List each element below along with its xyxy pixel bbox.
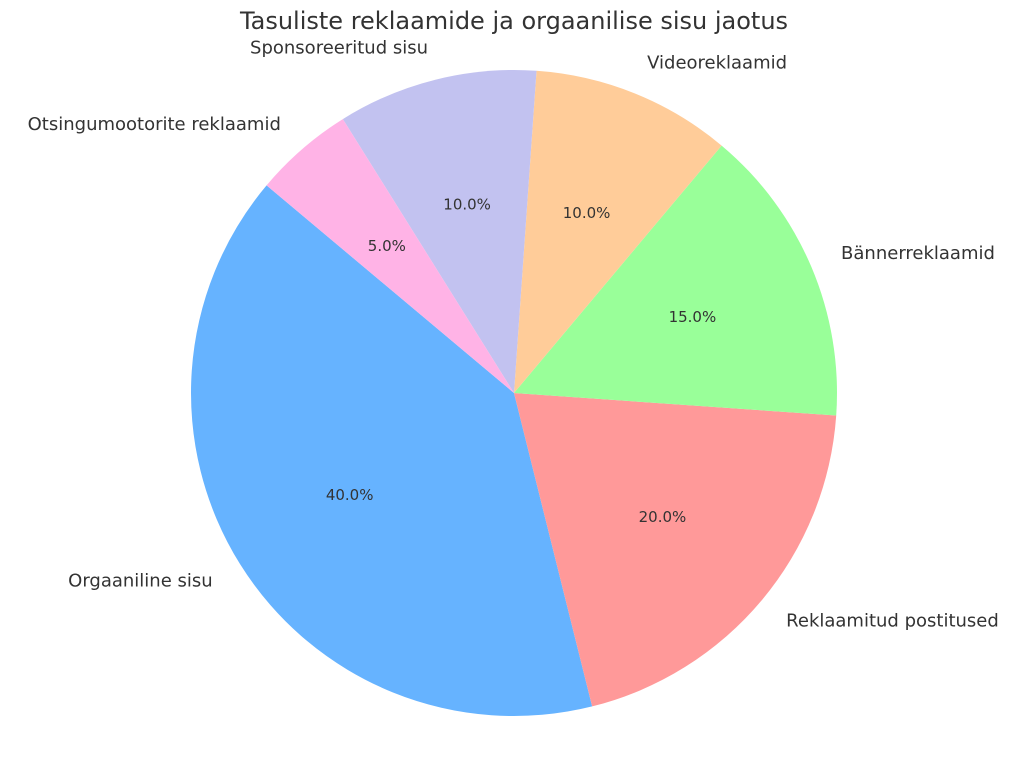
slice-label: Orgaaniline sisu — [68, 570, 213, 591]
slice-label: Bännerreklaamid — [841, 243, 995, 264]
value-label: 20.0% — [639, 508, 687, 526]
slice-label: Otsingumootorite reklaamid — [28, 114, 281, 135]
pie-slice — [514, 393, 837, 707]
slice-label: Videoreklaamid — [647, 53, 787, 74]
value-label: 10.0% — [563, 204, 611, 222]
value-label: 15.0% — [669, 308, 717, 326]
pie-slice — [514, 70, 722, 394]
value-label: 40.0% — [326, 486, 374, 504]
value-label: 10.0% — [443, 195, 491, 213]
pie-slice — [191, 185, 593, 716]
pie-slice — [514, 145, 837, 416]
slice-label: Sponsoreeritud sisu — [250, 37, 428, 58]
value-label: 5.0% — [368, 237, 406, 255]
pie-slice — [266, 119, 514, 393]
slice-label: Reklaamitud postitused — [786, 610, 999, 631]
chart-title: Tasuliste reklaamide ja orgaanilise sisu… — [239, 7, 788, 35]
pie-slice — [342, 70, 537, 393]
